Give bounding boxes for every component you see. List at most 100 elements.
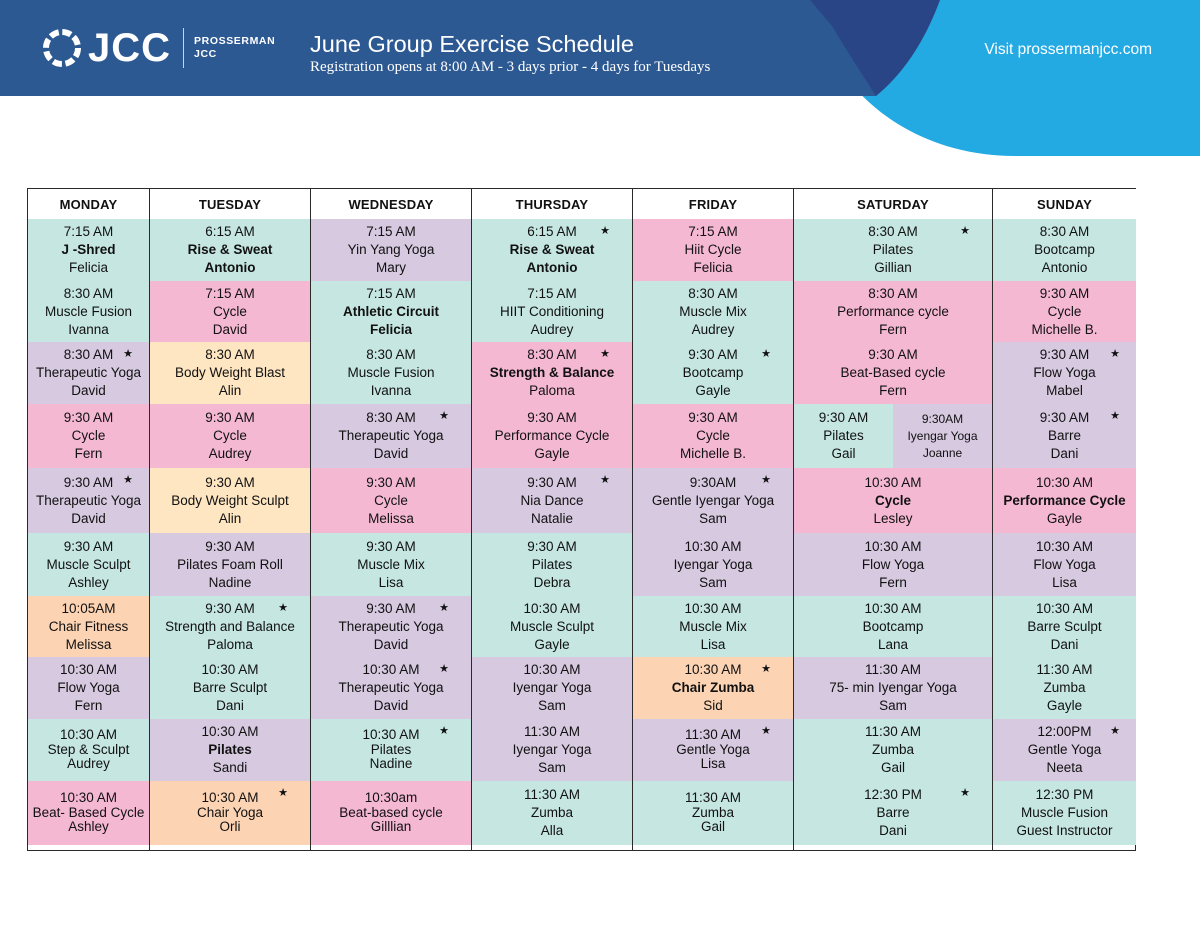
- class-slot: 10:30 AM Therapeutic Yoga David ★: [311, 657, 471, 719]
- class-name: Beat-Based cycle: [840, 365, 946, 380]
- class-time: 6:15 AM: [205, 224, 255, 239]
- class-instructor: Dani: [1050, 446, 1079, 461]
- logo-subtext-line-2: JCC: [194, 48, 217, 60]
- class-time: 7:15 AM: [688, 224, 738, 239]
- class-list: 6:15 AM Rise & Sweat Antonio ★ 7:15 AM HIIT C…: [472, 219, 632, 850]
- class-time: 9:30 AM: [688, 410, 738, 425]
- class-time: 10:05AM: [61, 600, 116, 616]
- class-time: 10:30 AM: [864, 600, 922, 616]
- class-time: 6:15 AM: [527, 224, 577, 239]
- class-time: 8:30 AM: [1039, 224, 1090, 239]
- class-slot: 9:30 AM Flow Yoga Mabel ★: [993, 342, 1136, 404]
- star-icon: ★: [761, 348, 771, 360]
- class-instructor: Lisa: [700, 756, 726, 772]
- class-slot: 6:15 AM Rise & Sweat Antonio ★: [472, 219, 632, 281]
- website-link[interactable]: Visit prossermanjcc.com: [984, 41, 1152, 58]
- class-slot: 10:30 AM Chair Zumba Sid ★: [633, 657, 793, 719]
- day-header: FRIDAY: [633, 189, 793, 219]
- class-name: Chair Yoga: [196, 804, 264, 820]
- header-banner-shapes: [0, 0, 1200, 156]
- class-name: Step & Sculpt: [47, 741, 130, 757]
- class-time: 7:15 AM: [63, 224, 114, 239]
- class-time: 11:30 AM: [1036, 662, 1093, 677]
- class-slot: 7:15 AM Yin Yang Yoga Mary: [311, 219, 471, 281]
- class-instructor: Alin: [218, 510, 242, 526]
- class-slot: 6:15 AM Rise & Sweat Antonio: [150, 219, 310, 281]
- class-instructor: Audrey: [530, 321, 574, 337]
- class-instructor: Paloma: [207, 636, 253, 652]
- class-slot: 10:30am Beat-based cycle Gilllian: [311, 781, 471, 845]
- class-name: Rise & Sweat: [509, 242, 595, 257]
- class-time: 10:30 AM: [523, 600, 581, 616]
- class-slot: 9:30 AM Cycle Melissa: [311, 468, 471, 533]
- class-name: Body Weight Blast: [174, 365, 286, 380]
- class-name: Pilates: [208, 742, 252, 757]
- class-time: 10:30 AM: [362, 727, 420, 743]
- class-name: Therapeutic Yoga: [338, 680, 444, 695]
- class-slot: 9:30 AM Nia Dance Natalie ★: [472, 468, 632, 533]
- class-slot: 10:30 AM Bootcamp Lana: [794, 596, 992, 657]
- class-slot: 10:30 AM Muscle Sculpt Gayle: [472, 596, 632, 657]
- class-time: 10:30 AM: [201, 790, 259, 806]
- class-instructor: Paloma: [529, 383, 575, 398]
- class-name: Nia Dance: [520, 492, 584, 508]
- class-time: 9:30 AM: [1039, 347, 1090, 362]
- class-slot: 12:30 PM Barre Dani ★: [794, 781, 992, 845]
- day-header: THURSDAY: [472, 189, 632, 219]
- class-instructor: Mary: [376, 260, 406, 275]
- class-slot: 8:30 AM Bootcamp Antonio: [993, 219, 1136, 281]
- class-time: 11:30 AM: [523, 787, 581, 802]
- class-slot: 9:30 AM Body Weight Sculpt Alin: [150, 468, 310, 533]
- class-name: Muscle Mix: [357, 556, 425, 572]
- class-instructor: David: [373, 636, 409, 652]
- class-time: 10:30am: [364, 790, 418, 806]
- class-instructor: Antonio: [1041, 260, 1088, 275]
- class-list: 7:15 AM Hiit Cycle Felicia 8:30 AM Muscle Mi…: [633, 219, 793, 850]
- class-instructor: Guest Instructor: [1016, 823, 1113, 838]
- class-time: 9:30 AM: [205, 410, 255, 425]
- class-time: 11:30 AM: [684, 790, 742, 806]
- class-instructor: David: [212, 321, 248, 337]
- class-name: Performance Cycle: [1003, 492, 1126, 508]
- class-slot: 9:30 AM Muscle Sculpt Ashley: [28, 533, 149, 596]
- star-icon: ★: [960, 787, 970, 799]
- class-slot: 8:30 AM Muscle Mix Audrey: [633, 281, 793, 342]
- class-name: Cycle: [213, 303, 247, 319]
- class-name: Body Weight Sculpt: [171, 492, 289, 508]
- class-name: Iyengar Yoga: [673, 556, 753, 572]
- class-name: Pilates: [531, 556, 573, 572]
- class-name: Iyengar Yoga: [512, 680, 592, 695]
- class-instructor: Alin: [218, 383, 242, 398]
- class-name: Barre: [1047, 428, 1081, 443]
- class-instructor: Gayle: [1046, 510, 1083, 526]
- class-slot: 9:30 AM Pilates Debra: [472, 533, 632, 596]
- star-icon: ★: [123, 348, 133, 360]
- class-instructor: Felicia: [68, 260, 108, 275]
- class-name: 75- min Iyengar Yoga: [829, 680, 957, 695]
- star-icon: ★: [123, 474, 133, 486]
- class-time: 11:30 AM: [864, 662, 922, 677]
- class-slot: 11:30 AM Zumba Gail: [633, 781, 793, 845]
- class-name: Flow Yoga: [57, 680, 120, 695]
- star-icon: ★: [761, 474, 771, 486]
- jcc-logo[interactable]: JCC PROSSERMAN JCC: [40, 26, 275, 70]
- day-column-monday: MONDAY 7:15 AM J -Shred Felicia 8:30 AM Muscl…: [28, 189, 150, 850]
- star-icon: ★: [761, 663, 771, 675]
- class-slot: 9:30 AM Cycle Michelle B.: [633, 404, 793, 468]
- day-header: SUNDAY: [993, 189, 1136, 219]
- class-name: Performance Cycle: [494, 428, 610, 443]
- class-time: 8:30 AM: [688, 285, 738, 301]
- class-time: 11:30 AM: [864, 724, 922, 739]
- class-name: Yin Yang Yoga: [347, 242, 435, 257]
- class-name: Flow Yoga: [861, 556, 925, 572]
- class-slot: 12:30 PM Muscle Fusion Guest Instructor: [993, 781, 1136, 845]
- class-instructor: Ashley: [68, 819, 109, 835]
- class-slot: 10:30 AM Barre Sculpt Dani: [150, 657, 310, 719]
- class-instructor: Neeta: [1046, 760, 1083, 775]
- class-slot: 8:30 AM Muscle Fusion Ivanna: [28, 281, 149, 342]
- class-name: Iyengar Yoga: [907, 428, 978, 443]
- class-list: 7:15 AM Yin Yang Yoga Mary 7:15 AM Athletic …: [311, 219, 471, 850]
- jcc-logo-mark-icon: [43, 29, 81, 67]
- class-instructor: Fern: [879, 383, 907, 398]
- class-slot: 10:30 AM Flow Yoga Fern: [794, 533, 992, 596]
